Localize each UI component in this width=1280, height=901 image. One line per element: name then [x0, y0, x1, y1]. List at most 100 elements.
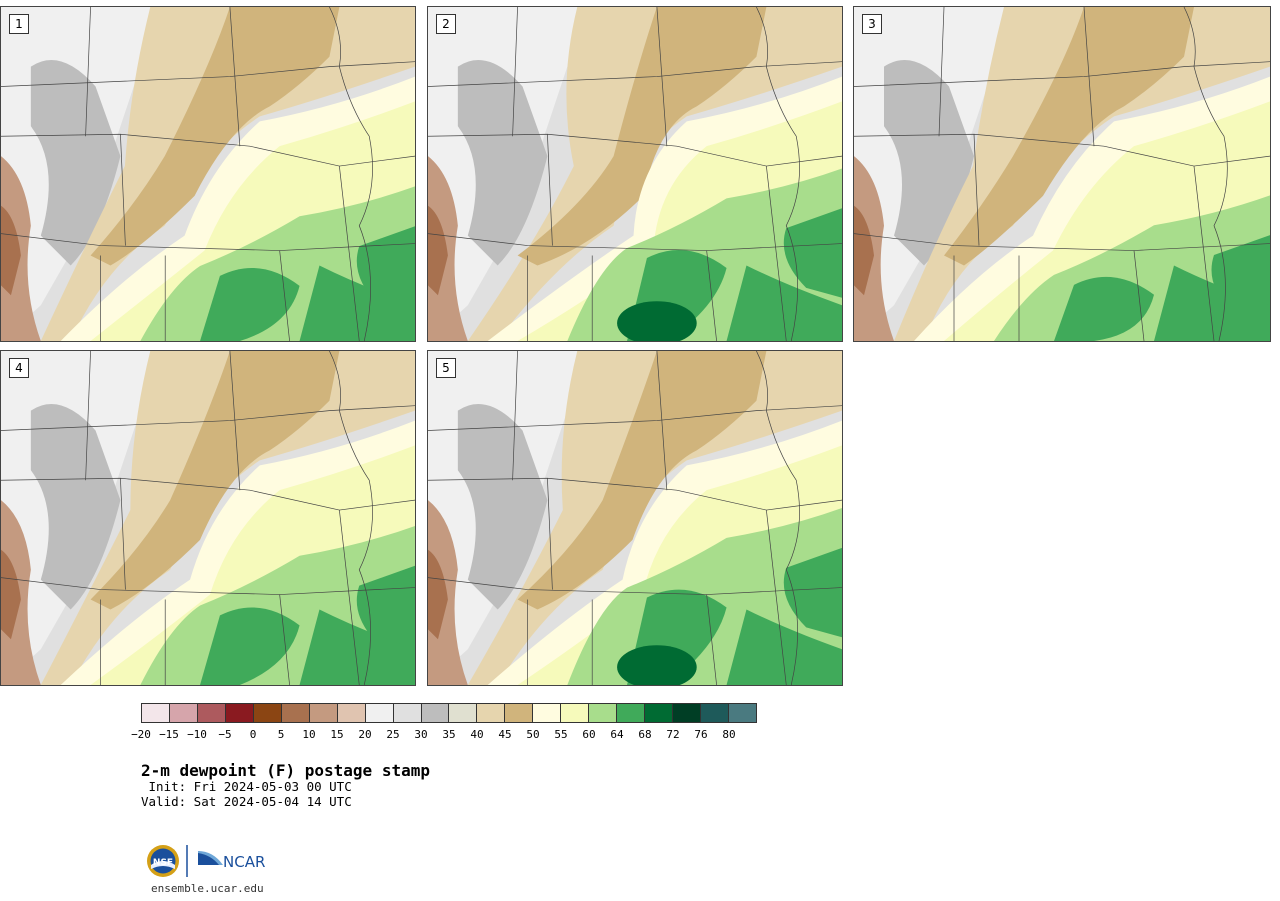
green-moist-64-south [299, 609, 415, 685]
southwest-darker-brown [428, 549, 448, 640]
state-border [428, 61, 842, 87]
river-border [1183, 7, 1228, 341]
colorbar-swatch [253, 704, 282, 722]
colorbar-tick-label: −20 [131, 728, 151, 741]
colorbar-swatch [169, 704, 198, 722]
site-url: ensemble.ucar.edu [151, 882, 264, 895]
tan-belt [894, 7, 1270, 341]
green-moist-64 [1054, 276, 1154, 341]
dewpoint-map [1, 7, 415, 341]
river-border [756, 7, 800, 341]
southwest-darker-brown [1, 205, 21, 296]
forecast-panel-4: 4 [0, 350, 416, 686]
colorbar-swatch [225, 704, 254, 722]
colorbar-tick-label: 76 [694, 728, 708, 741]
state-border [85, 7, 360, 341]
colorbar-swatch [673, 704, 702, 722]
river-border [756, 351, 800, 685]
colorbar-swatch [533, 704, 562, 722]
state-border [1, 577, 415, 595]
colorbar-tick-label: 72 [666, 728, 680, 741]
state-border [938, 7, 1215, 341]
colorbar-swatch [197, 704, 226, 722]
high-terrain-gray [30, 60, 121, 266]
green-moist-68 [617, 301, 697, 341]
colorbar-swatch [281, 704, 310, 722]
colorbar [141, 703, 757, 723]
green-moist-64-east [783, 208, 842, 298]
colorbar-swatch [309, 704, 338, 722]
valid-time: Valid: Sat 2024-05-04 14 UTC [141, 794, 352, 809]
colorbar-tick-label: 15 [330, 728, 344, 741]
nsf-text: NSF [153, 858, 173, 868]
dewpoint-map [1, 351, 415, 685]
panel-number: 3 [862, 14, 882, 34]
state-border [1, 133, 415, 167]
panel-number: 4 [9, 358, 29, 378]
colorbar-tick-label: 64 [610, 728, 624, 741]
colorbar-tick-label: 80 [722, 728, 736, 741]
tan-belt [40, 351, 415, 685]
colorbar-tick-label: 10 [302, 728, 316, 741]
colorbar-swatch [701, 704, 730, 722]
colorbar-tick-label: 5 [277, 728, 285, 741]
state-border [854, 133, 1270, 167]
forecast-panel-1: 1 [0, 6, 416, 342]
green-moist-64-south [726, 609, 842, 685]
colorbar-swatch [589, 704, 618, 722]
panel-number: 1 [9, 14, 29, 34]
colorbar-tick-label: 50 [526, 728, 540, 741]
river-border [329, 7, 373, 341]
colorbar-tick-label: 40 [470, 728, 484, 741]
tan-belt [40, 7, 415, 341]
tan-belt [467, 7, 842, 341]
colorbar-swatch [337, 704, 366, 722]
nsf-logo-icon: NSF [147, 845, 179, 877]
green-moist-64-east [783, 547, 842, 638]
colorbar-tick-label: −10 [187, 728, 207, 741]
state-border [1, 61, 415, 87]
colorbar-swatch [449, 704, 478, 722]
state-border [428, 133, 842, 167]
state-border [512, 7, 787, 341]
colorbar-swatch [505, 704, 534, 722]
colorbar-tick-label: 68 [638, 728, 652, 741]
tan-belt [467, 351, 842, 685]
state-border [85, 351, 360, 685]
panel-number: 5 [436, 358, 456, 378]
colorbar-tick-label: 35 [442, 728, 456, 741]
state-border [512, 351, 787, 685]
southwest-darker-brown [854, 205, 874, 296]
colorbar-swatch [729, 704, 756, 722]
dewpoint-map [428, 351, 842, 685]
plot-title: 2-m dewpoint (F) postage stamp [141, 761, 430, 780]
high-terrain-gray [457, 404, 548, 610]
colorbar-swatch [421, 704, 450, 722]
colorbar-swatch [393, 704, 422, 722]
forecast-panel-5: 5 [427, 350, 843, 686]
colorbar-tick-label: 55 [554, 728, 568, 741]
colorbar-tick-label: 30 [414, 728, 428, 741]
colorbar-swatch [365, 704, 394, 722]
colorbar-tick-label: 60 [582, 728, 596, 741]
colorbar-ticks: −20 −15 −10 −5 0 5 10 15 20 25 30 35 40 45 50 55 60 64 68 7… [131, 728, 757, 744]
state-border [428, 577, 842, 595]
colorbar-tick-label: −15 [159, 728, 179, 741]
state-border [428, 405, 842, 431]
green-moist-64 [200, 607, 300, 685]
high-terrain-gray [30, 404, 121, 610]
state-border [428, 233, 842, 251]
forecast-panel-2: 2 [427, 6, 843, 342]
ncar-logo-icon: NCAR [198, 851, 265, 871]
panel-number: 2 [436, 14, 456, 34]
colorbar-tick-label: 25 [386, 728, 400, 741]
logos: NSF NCAR [145, 843, 275, 879]
southwest-darker-brown [428, 205, 448, 296]
southwest-darker-brown [1, 549, 21, 640]
green-moist-64-south [299, 265, 415, 341]
state-border [1, 233, 415, 251]
state-border [1, 477, 415, 511]
colorbar-tick-label: 20 [358, 728, 372, 741]
state-border [1, 405, 415, 431]
colorbar-swatch [477, 704, 506, 722]
